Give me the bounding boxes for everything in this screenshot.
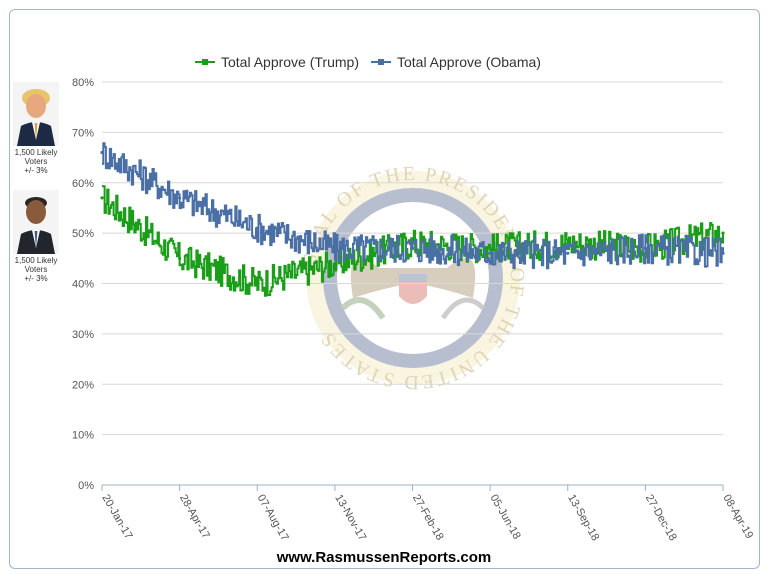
trump-caption-line2: Voters [24,157,48,166]
x-tick-label: 20-Jan-17 [99,493,134,542]
data-point-obama [333,246,337,250]
data-point-obama [410,246,415,250]
data-point-obama [566,251,570,255]
x-tick-label: 13-Nov-17 [332,493,368,543]
data-point-trump [255,281,259,286]
trump-card: 1,500 Likely Voters +/- 3% [6,82,66,175]
x-tick-label: 07-Aug-17 [255,493,291,543]
obama-caption-line3: +/- 3% [24,274,48,283]
seal-outer-ring [306,171,520,385]
data-point-trump [488,246,492,250]
y-tick-label: 10% [72,430,94,442]
seal-eagle-wings [350,258,476,298]
x-tick-label: 27-Dec-18 [643,493,679,543]
data-point-obama [178,196,182,200]
data-point-trump [100,196,104,200]
y-tick-label: 0% [78,480,94,492]
y-tick-label: 20% [72,379,94,391]
data-point-trump [333,261,337,265]
legend-marker-obama [377,59,384,65]
trump-caption-line3: +/- 3% [24,166,48,175]
x-tick-label: 27-Feb-18 [410,493,446,543]
y-tick-label: 70% [72,127,94,139]
legend-marker-trump [202,59,208,65]
data-point-trump [721,231,725,235]
presidential-seal-watermark: SEAL OF THE PRESIDENT OF THE UNITED STAT… [299,163,526,393]
obama-card: 1,500 Likely Voters +/- 3% [6,190,66,283]
series-line-obama [102,142,724,270]
y-tick-label: 40% [72,279,94,291]
trump-caption-line1: 1,500 Likely [14,148,58,157]
seal-shield [399,274,427,304]
y-tick-label: 50% [72,228,94,240]
data-point-obama [100,150,104,155]
x-tick-label: 13-Sep-18 [565,493,601,543]
legend-label-trump: Total Approve (Trump) [221,54,359,70]
x-tick-label: 05-Jun-18 [488,493,523,542]
data-point-trump [178,256,182,260]
seal-olive-branch [340,297,386,320]
data-point-obama [643,246,647,250]
y-tick-label: 80% [72,77,94,89]
seal-arrows [440,297,485,320]
data-point-obama [255,226,259,230]
data-point-obama [721,251,725,255]
y-tick-label: 30% [72,329,94,341]
footer-url[interactable]: www.RasmussenReports.com [276,549,492,566]
x-tick-label: 08-Apr-19 [720,493,755,541]
legend-label-obama: Total Approve (Obama) [397,54,541,70]
x-tick-label: 28-Apr-17 [177,493,212,541]
obama-caption-line1: 1,500 Likely [14,256,58,265]
y-tick-label: 60% [72,178,94,190]
seal-shield-chief [399,274,427,282]
obama-portrait [13,190,59,254]
chart-frame [9,9,760,569]
trump-portrait [13,82,59,146]
data-point-obama [488,251,492,255]
obama-caption-line2: Voters [24,265,48,274]
